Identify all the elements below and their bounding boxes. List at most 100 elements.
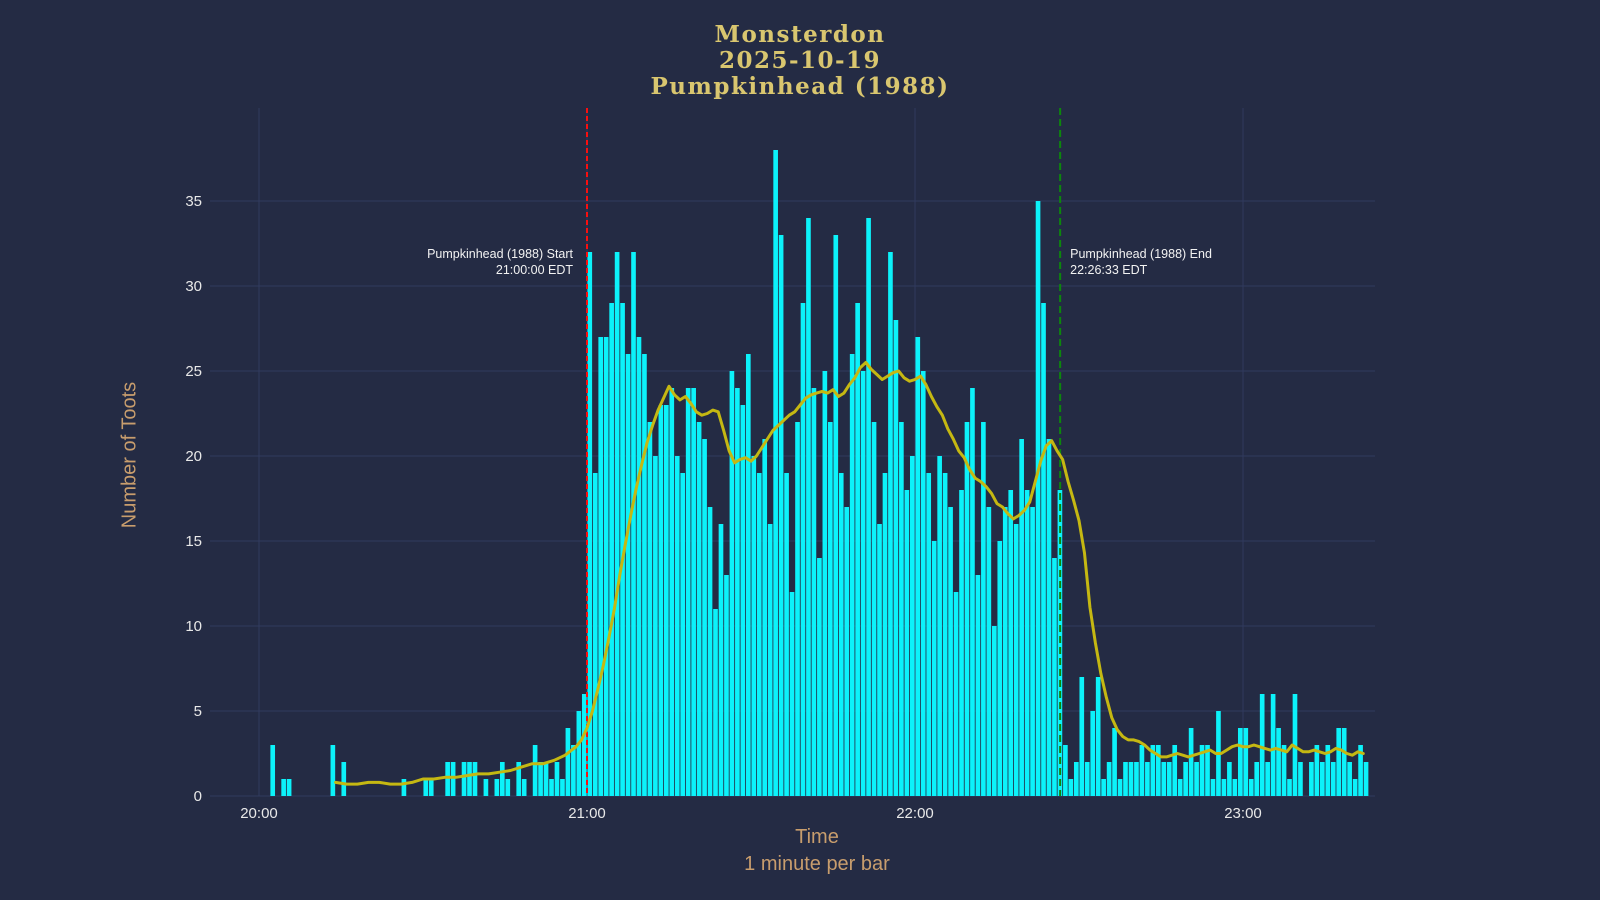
toots-bar bbox=[1232, 779, 1238, 796]
toots-bar bbox=[1287, 779, 1292, 796]
y-tick-label: 30 bbox=[185, 278, 202, 295]
toots-bar bbox=[1041, 303, 1046, 796]
toots-bar bbox=[560, 779, 565, 796]
toots-bar bbox=[1183, 762, 1188, 796]
toots-bar bbox=[401, 779, 407, 796]
toots-bar bbox=[467, 762, 472, 796]
toots-bar bbox=[461, 762, 467, 796]
x-tick-label: 21:00 bbox=[568, 805, 606, 822]
toots-bar bbox=[991, 626, 997, 796]
toots-bar bbox=[483, 779, 489, 796]
toots-bar bbox=[795, 422, 800, 796]
toots-bar bbox=[625, 354, 631, 796]
y-tick-label: 0 bbox=[194, 788, 202, 805]
toots-bar bbox=[1084, 762, 1090, 796]
start-annotation-line1: Pumpkinhead (1988) Start bbox=[427, 247, 574, 261]
toots-bar bbox=[1145, 762, 1150, 796]
toots-bar bbox=[926, 473, 932, 796]
toots-bar bbox=[636, 337, 642, 796]
toots-bar bbox=[270, 745, 276, 796]
toots-bar bbox=[642, 354, 647, 796]
toots-bar bbox=[784, 473, 789, 796]
toots-bar bbox=[669, 388, 675, 796]
toots-bar bbox=[762, 439, 768, 796]
end-annotation: Pumpkinhead (1988) End 22:26:33 EDT bbox=[1070, 246, 1212, 278]
toots-bar bbox=[1248, 779, 1254, 796]
toots-bar bbox=[445, 762, 450, 796]
toots-bar bbox=[1090, 711, 1096, 796]
toots-bar bbox=[860, 371, 866, 796]
toots-bar bbox=[1166, 762, 1172, 796]
toots-bar bbox=[899, 422, 904, 796]
toots-bar bbox=[549, 779, 554, 796]
toots-bar bbox=[423, 779, 429, 796]
toots-bar bbox=[948, 507, 953, 796]
toots-bar bbox=[592, 473, 598, 796]
toots-bar bbox=[1112, 728, 1117, 796]
toots-bar bbox=[1030, 507, 1035, 796]
toots-bar bbox=[674, 456, 680, 796]
y-axis-title: Number of Toots bbox=[118, 381, 141, 529]
toots-bar bbox=[1123, 762, 1128, 796]
toots-bar bbox=[587, 252, 593, 796]
toots-bar bbox=[286, 779, 292, 796]
toots-bar bbox=[330, 745, 336, 796]
toots-bar bbox=[942, 473, 948, 796]
toots-bar bbox=[1095, 677, 1101, 796]
toots-bar bbox=[1177, 779, 1183, 796]
toots-bar bbox=[975, 575, 981, 796]
toots-bar bbox=[871, 422, 877, 796]
chart-title-line2: 2025-10-19 bbox=[718, 47, 882, 74]
toots-bar bbox=[696, 422, 702, 796]
y-tick-label: 25 bbox=[185, 363, 202, 380]
toots-bar bbox=[680, 473, 686, 796]
toots-bar bbox=[915, 337, 921, 796]
toots-bar bbox=[521, 779, 527, 796]
y-tick-label: 10 bbox=[185, 618, 202, 635]
toots-bar bbox=[997, 541, 1003, 796]
toots-bar bbox=[620, 303, 625, 796]
toots-bar bbox=[740, 405, 746, 796]
toots-bar bbox=[800, 303, 806, 796]
toots-bar bbox=[1314, 745, 1320, 796]
toots-bar bbox=[565, 728, 571, 796]
toots-bar bbox=[505, 779, 511, 796]
toots-bar bbox=[986, 507, 992, 796]
toots-bar bbox=[1221, 779, 1227, 796]
toots-bar bbox=[920, 371, 926, 796]
toots-bar bbox=[1210, 779, 1216, 796]
chart-title-line3: Pumpkinhead (1988) bbox=[650, 73, 950, 100]
toots-bar bbox=[735, 388, 740, 796]
toots-bar bbox=[1227, 762, 1232, 796]
toots-bar bbox=[1079, 677, 1085, 796]
toots-bar bbox=[1358, 745, 1363, 796]
toots-bar bbox=[428, 779, 434, 796]
toots-bar bbox=[827, 422, 833, 796]
toots-bar bbox=[1139, 745, 1145, 796]
toots-bar bbox=[713, 609, 718, 796]
toots-bar bbox=[341, 762, 347, 796]
toots-bar bbox=[543, 762, 549, 796]
rolling-average-line bbox=[334, 361, 1365, 786]
toots-bar bbox=[866, 218, 871, 796]
toots-bar bbox=[658, 405, 664, 796]
toots-bar bbox=[1265, 762, 1270, 796]
toots-bar bbox=[576, 711, 582, 796]
toots-bar bbox=[822, 371, 828, 796]
toots-bar bbox=[1073, 762, 1079, 796]
toots-bar bbox=[959, 490, 964, 796]
y-tick-label: 20 bbox=[185, 448, 202, 465]
toots-bar bbox=[1270, 694, 1276, 796]
toots-bar bbox=[817, 558, 822, 796]
toots-bar bbox=[494, 779, 500, 796]
toots-bar bbox=[888, 252, 893, 796]
toots-bar bbox=[877, 524, 882, 796]
toots-bar bbox=[1298, 762, 1303, 796]
toots-bar bbox=[811, 388, 817, 796]
toots-bar bbox=[499, 762, 505, 796]
x-axis-title: Time bbox=[795, 826, 839, 848]
x-tick-label: 20:00 bbox=[240, 805, 278, 822]
chart-title-line1: Monsterdon bbox=[714, 21, 886, 48]
toots-bar bbox=[1024, 490, 1030, 796]
